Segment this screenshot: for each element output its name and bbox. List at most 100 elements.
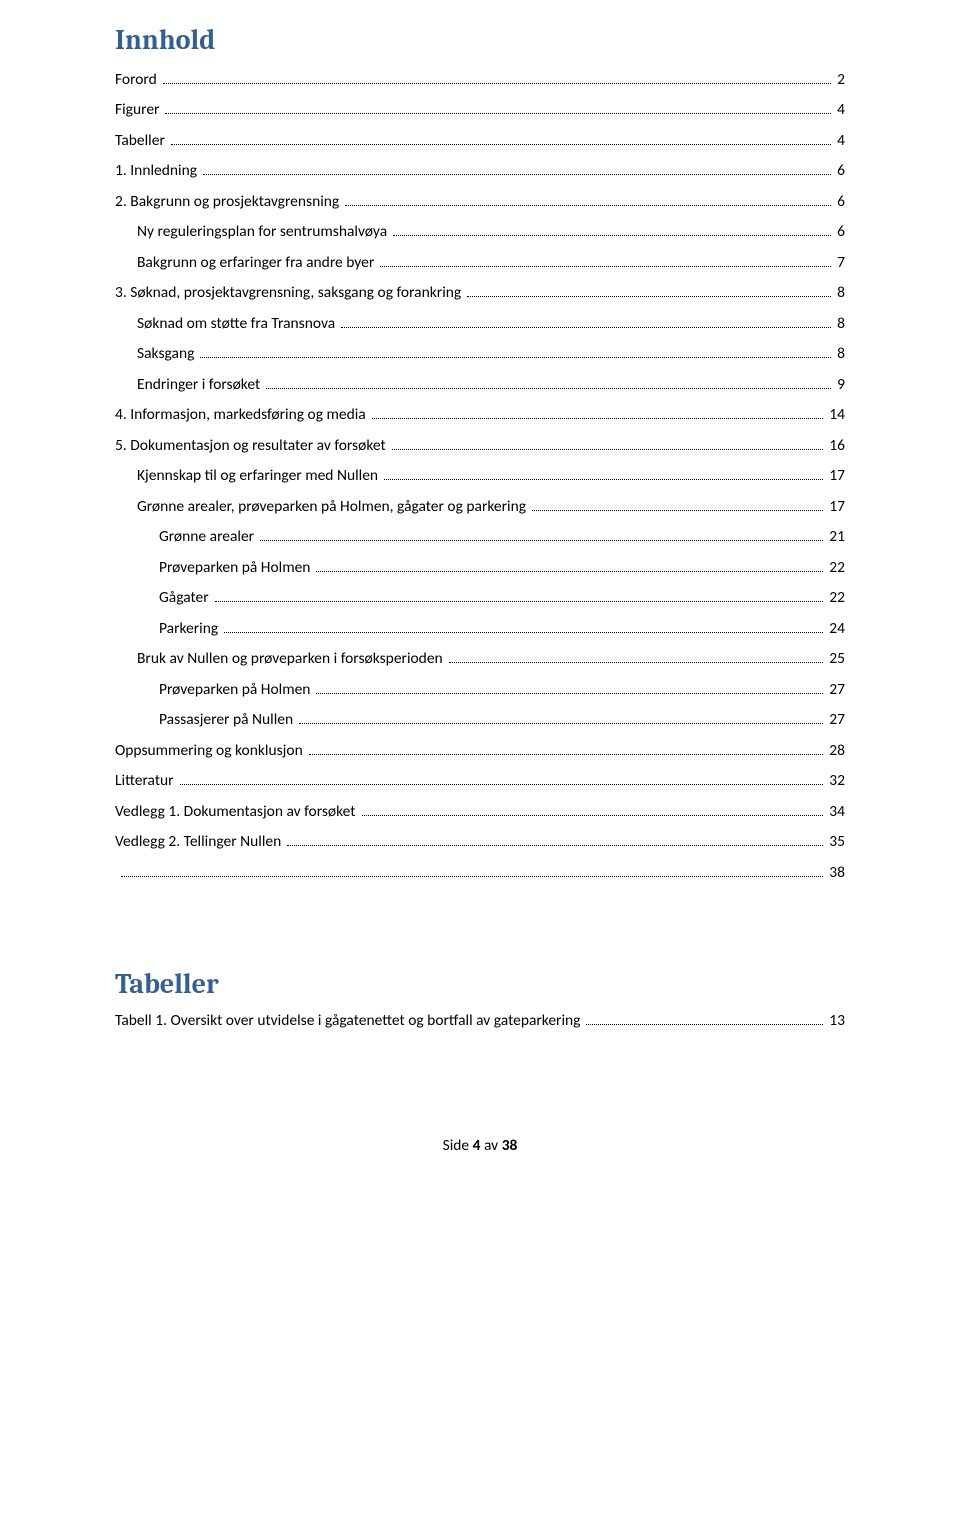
- toc-page-number: 2: [833, 72, 845, 88]
- toc-entry: Bruk av Nullen og prøveparken i forsøksp…: [115, 644, 845, 675]
- toc-entry: Bakgrunn og erfaringer fra andre byer 7: [115, 247, 845, 278]
- toc-page-number: 6: [833, 194, 845, 210]
- toc-dots: [165, 113, 831, 114]
- toc-dots: [362, 815, 824, 816]
- toc-dots: [341, 327, 831, 328]
- toc-dots: [121, 876, 823, 877]
- toc-entry: Tabell 1. Oversikt over utvidelse i gåga…: [115, 1006, 845, 1037]
- toc-entry: Vedlegg 2. Tellinger Nullen35: [115, 827, 845, 858]
- toc-page-number: 17: [825, 468, 845, 484]
- toc-label: Figurer: [115, 102, 163, 118]
- toc-entry: Passasjerer på Nullen27: [115, 705, 845, 736]
- toc-label: 4. Informasjon, markedsføring og media: [115, 407, 370, 423]
- toc-entry: 1. Innledning 6: [115, 156, 845, 187]
- toc-dots: [180, 784, 824, 785]
- toc-page-number: 34: [825, 804, 845, 820]
- toc-label: Saksgang: [137, 346, 198, 362]
- toc-label: 2. Bakgrunn og prosjektavgrensning: [115, 194, 343, 210]
- toc-page-number: 35: [825, 834, 845, 850]
- toc-dots: [372, 418, 824, 419]
- toc-entry: Endringer i forsøket 9: [115, 369, 845, 400]
- toc-label: Tabeller: [115, 133, 169, 149]
- toc-label: Tabell 1. Oversikt over utvidelse i gåga…: [115, 1013, 584, 1029]
- toc-label: Litteratur: [115, 773, 178, 789]
- toc-entry: Grønne arealer, prøveparken på Holmen, g…: [115, 491, 845, 522]
- toc-dots: [171, 144, 831, 145]
- toc-entry: Saksgang 8: [115, 339, 845, 370]
- toc-page-number: 6: [833, 163, 845, 179]
- toc-entry: 3. Søknad, prosjektavgrensning, saksgang…: [115, 278, 845, 309]
- toc-label: Prøveparken på Holmen: [159, 682, 314, 698]
- toc-page-number: 13: [825, 1013, 845, 1029]
- toc-dots: [392, 449, 824, 450]
- toc-label: Vedlegg 1. Dokumentasjon av forsøket: [115, 804, 360, 820]
- toc-label: Endringer i forsøket: [137, 377, 264, 393]
- page-footer: Side 4 av 38: [115, 1136, 845, 1155]
- toc-entry: Oppsummering og konklusjon 28: [115, 735, 845, 766]
- toc-page-number: 8: [833, 316, 845, 332]
- toc-dots: [200, 357, 831, 358]
- toc-entry: Litteratur 32: [115, 766, 845, 797]
- toc-page-number: 14: [825, 407, 845, 423]
- toc-dots: [287, 845, 823, 846]
- toc-label: 3. Søknad, prosjektavgrensning, saksgang…: [115, 285, 465, 301]
- footer-current-page: 4: [473, 1136, 481, 1155]
- toc-label: Ny reguleringsplan for sentrumshalvøya: [137, 224, 391, 240]
- toc-page-number: 8: [833, 346, 845, 362]
- toc-page-number: 22: [825, 590, 845, 606]
- toc-dots: [316, 693, 823, 694]
- toc-entry: Tabeller4: [115, 125, 845, 156]
- toc-label: 5. Dokumentasjon og resultater av forsøk…: [115, 438, 390, 454]
- toc-dots: [532, 510, 823, 511]
- toc-entry: Prøveparken på Holmen 27: [115, 674, 845, 705]
- toc-page-number: 6: [833, 224, 845, 240]
- toc-entry-final: 38: [115, 857, 845, 888]
- toc-page-number: 28: [825, 743, 845, 759]
- tables-heading: Tabeller: [115, 968, 845, 1000]
- toc-label: Kjennskap til og erfaringer med Nullen: [137, 468, 382, 484]
- toc-entry: Kjennskap til og erfaringer med Nullen 17: [115, 461, 845, 492]
- toc-dots: [203, 174, 831, 175]
- document-page: Innhold Forord2Figurer4Tabeller41. Innle…: [0, 0, 960, 1195]
- toc-dots: [260, 540, 823, 541]
- toc-dots: [163, 83, 831, 84]
- toc-dots: [266, 388, 831, 389]
- toc-entry: Parkering24: [115, 613, 845, 644]
- toc-entry: 2. Bakgrunn og prosjektavgrensning 6: [115, 186, 845, 217]
- toc-page-number: 7: [833, 255, 845, 271]
- toc-dots: [299, 723, 823, 724]
- footer-middle: av: [481, 1136, 502, 1155]
- toc-entry: Gågater 22: [115, 583, 845, 614]
- toc-dots: [345, 205, 831, 206]
- toc-page-number: 9: [833, 377, 845, 393]
- toc-label: Gågater: [159, 590, 213, 606]
- toc-dots: [224, 632, 823, 633]
- toc-page-number: 22: [825, 560, 845, 576]
- toc-page-number: 32: [825, 773, 845, 789]
- toc-dots: [586, 1024, 823, 1025]
- toc-label: Bakgrunn og erfaringer fra andre byer: [137, 255, 378, 271]
- toc-page-number: 17: [825, 499, 845, 515]
- toc-label: 1. Innledning: [115, 163, 201, 179]
- toc-dots: [309, 754, 824, 755]
- toc-page-number: 27: [825, 682, 845, 698]
- toc-entry: Søknad om støtte fra Transnova8: [115, 308, 845, 339]
- toc-entry: Forord 2: [115, 64, 845, 95]
- toc-entry: 4. Informasjon, markedsføring og media 14: [115, 400, 845, 431]
- toc-page-number: 38: [825, 865, 845, 881]
- toc-page-number: 8: [833, 285, 845, 301]
- toc-label: Forord: [115, 72, 161, 88]
- toc-label: Grønne arealer, prøveparken på Holmen, g…: [137, 499, 530, 515]
- footer-total-pages: 38: [502, 1136, 518, 1155]
- toc-dots: [467, 296, 831, 297]
- toc-label: Parkering: [159, 621, 222, 637]
- toc-page-number: 4: [833, 102, 845, 118]
- toc-dots: [384, 479, 823, 480]
- toc-label: Oppsummering og konklusjon: [115, 743, 307, 759]
- toc-label: Bruk av Nullen og prøveparken i forsøksp…: [137, 651, 447, 667]
- toc-label: Grønne arealer: [159, 529, 258, 545]
- toc-page-number: 27: [825, 712, 845, 728]
- toc-heading: Innhold: [115, 24, 845, 56]
- toc-list: Forord2Figurer4Tabeller41. Innledning62.…: [115, 64, 845, 857]
- toc-entry: Figurer 4: [115, 95, 845, 126]
